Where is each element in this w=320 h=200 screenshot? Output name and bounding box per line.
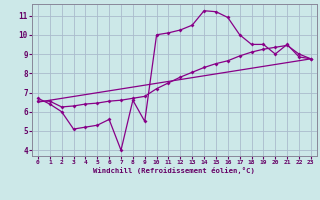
X-axis label: Windchill (Refroidissement éolien,°C): Windchill (Refroidissement éolien,°C) — [93, 167, 255, 174]
